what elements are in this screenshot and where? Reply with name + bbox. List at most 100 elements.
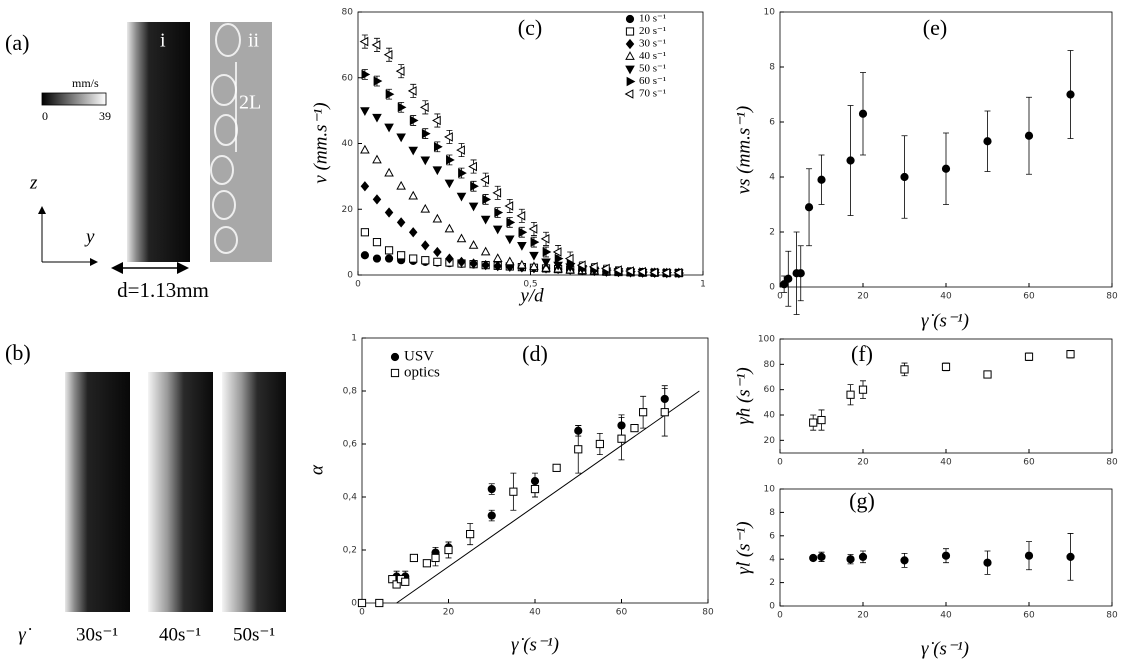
y-tick-label: 40 [342, 139, 354, 149]
marker [444, 545, 453, 555]
x-tick-label: 60 [1023, 458, 1035, 468]
colorbar [41, 92, 107, 106]
legend-marker [390, 352, 400, 362]
marker [1024, 131, 1034, 140]
marker [487, 511, 496, 520]
marker [396, 180, 406, 190]
marker [431, 553, 440, 563]
marker [516, 211, 526, 221]
marker [817, 175, 826, 184]
marker [373, 76, 383, 86]
marker [372, 154, 382, 164]
marker [372, 254, 382, 263]
marker [480, 174, 490, 185]
legend-marker [625, 38, 635, 50]
marker [408, 227, 418, 238]
marker [385, 89, 395, 99]
marker [360, 228, 369, 237]
marker [493, 261, 502, 272]
scale-label: 2L [239, 92, 261, 114]
colorbar-max: 39 [99, 109, 111, 123]
marker [421, 256, 430, 265]
marker [846, 156, 855, 165]
marker [541, 258, 551, 268]
marker [407, 86, 417, 96]
marker [456, 192, 467, 202]
y-tick-label: 20 [764, 436, 776, 446]
marker [673, 267, 683, 278]
marker [1024, 551, 1034, 560]
marker [564, 253, 574, 264]
marker [574, 445, 583, 454]
marker [494, 207, 504, 218]
x-tick-label: 80 [1106, 458, 1118, 468]
legend-marker [625, 65, 635, 75]
marker [784, 274, 793, 283]
y-tick-label: 0,8 [343, 387, 358, 397]
marker [530, 484, 540, 494]
marker [383, 49, 393, 60]
marker [613, 265, 622, 275]
panel-label: (d) [522, 341, 548, 366]
x-tick-label: 0 [777, 458, 783, 468]
marker [809, 553, 818, 563]
y-tick-label: 80 [342, 8, 354, 18]
x-tick-label: 80 [1106, 292, 1118, 302]
y-tick-label: 6 [769, 118, 775, 128]
plot-frame [779, 488, 1113, 607]
marker [487, 484, 496, 494]
y-tick-label: 0 [351, 599, 357, 609]
marker [941, 362, 951, 371]
y-tick-label: 0,2 [343, 546, 357, 556]
x-tick-label: 40 [940, 458, 952, 468]
marker [422, 559, 431, 568]
panel-label: (a) [5, 30, 29, 55]
marker [432, 166, 443, 176]
marker [983, 558, 992, 567]
marker [817, 552, 826, 561]
marker [481, 260, 490, 271]
kymograph-image [127, 22, 190, 262]
marker [601, 263, 610, 274]
marker [804, 203, 814, 212]
axis-label: z [29, 172, 38, 193]
marker [529, 261, 539, 271]
marker [408, 146, 419, 156]
y-tick-label: 0 [347, 271, 353, 281]
marker [858, 552, 868, 561]
kymograph-image [148, 372, 213, 612]
legend-label: optics [404, 364, 440, 380]
x-tick-label: 20 [443, 608, 455, 618]
marker [482, 194, 492, 205]
marker [372, 113, 382, 123]
y-axis-label: vs (mm.s⁻¹) [733, 106, 754, 195]
marker [517, 259, 527, 269]
marker [649, 267, 659, 278]
marker [900, 556, 909, 565]
marker [846, 390, 855, 399]
marker [552, 463, 561, 472]
marker [420, 203, 431, 213]
marker [1024, 352, 1034, 361]
colorbar-min: 0 [42, 109, 48, 123]
marker [396, 217, 406, 228]
marker [458, 168, 467, 178]
marker [595, 439, 604, 449]
x-tick-label: 0 [359, 608, 365, 618]
kymograph-image [222, 372, 286, 612]
marker [384, 123, 394, 133]
marker [517, 242, 527, 251]
marker [858, 385, 868, 394]
x-tick-label: 60 [1023, 611, 1035, 621]
y-axis-label: α [306, 464, 327, 475]
y-tick-label: 1 [351, 334, 357, 344]
marker [817, 415, 826, 425]
x-tick-label: 80 [702, 608, 714, 618]
marker [466, 530, 475, 539]
marker [420, 156, 431, 166]
y-tick-label: 2 [769, 228, 775, 238]
marker [480, 246, 491, 256]
marker [409, 553, 418, 563]
y-tick-label: 60 [764, 385, 776, 395]
marker [388, 575, 397, 584]
